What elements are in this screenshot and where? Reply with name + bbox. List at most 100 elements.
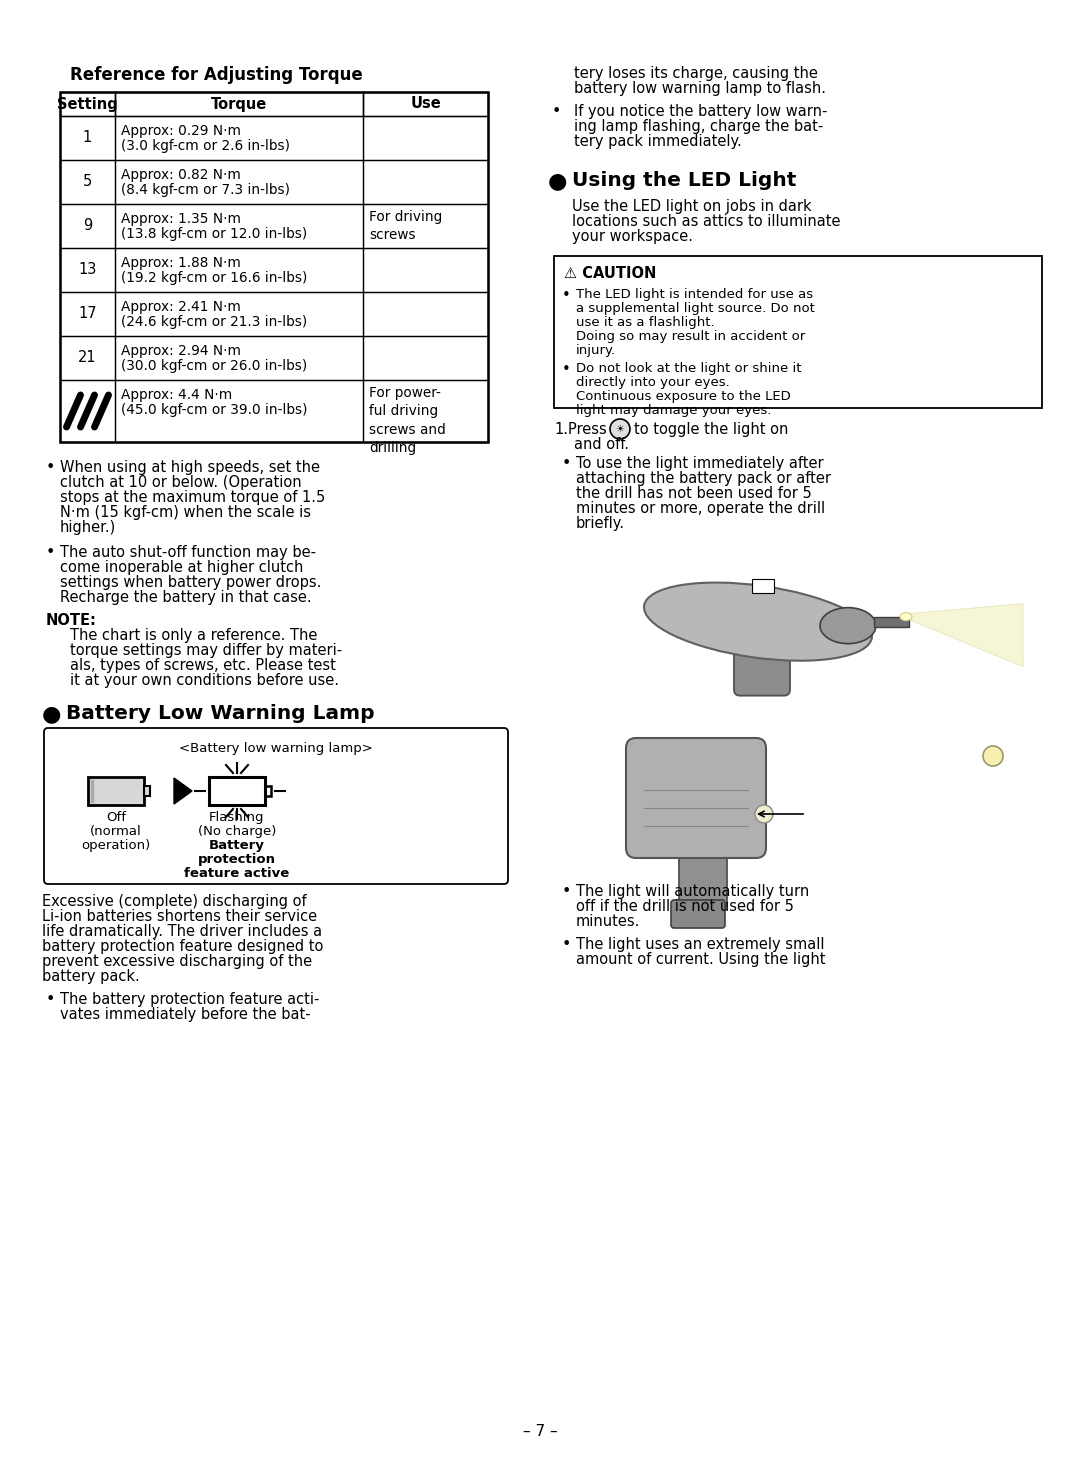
Text: 17: 17 [78,306,97,322]
Text: ⚠ CAUTION: ⚠ CAUTION [564,266,657,281]
Text: (13.8 kgf-cm or 12.0 in-lbs): (13.8 kgf-cm or 12.0 in-lbs) [121,227,307,242]
Text: Torque: Torque [211,97,267,111]
Text: ●: ● [42,704,62,725]
Text: For power-
ful driving
screws and
drilling: For power- ful driving screws and drilli… [369,386,446,455]
Text: life dramatically. The driver includes a: life dramatically. The driver includes a [42,924,322,938]
FancyBboxPatch shape [626,738,766,858]
Text: •: • [562,362,570,378]
Bar [363,92,488,116]
Bar [144,786,150,796]
Bar [114,116,363,160]
Text: Flashing: Flashing [210,811,265,824]
Text: Approx: 2.41 N·m: Approx: 2.41 N·m [121,300,241,313]
Polygon shape [174,777,192,804]
Text: (8.4 kgf-cm or 7.3 in-lbs): (8.4 kgf-cm or 7.3 in-lbs) [121,183,291,198]
Text: 9: 9 [83,218,92,233]
Text: ing lamp flashing, charge the bat-: ing lamp flashing, charge the bat- [573,119,823,135]
Text: battery protection feature designed to: battery protection feature designed to [42,938,323,955]
Bar [114,203,363,247]
Bar [363,291,488,337]
Text: your workspace.: your workspace. [572,228,693,244]
Text: locations such as attics to illuminate: locations such as attics to illuminate [572,214,840,228]
Text: •: • [562,884,571,899]
Text: Use: Use [410,97,441,111]
Bar [60,160,114,203]
Bar [60,203,114,247]
Text: To use the light immediately after: To use the light immediately after [576,455,824,471]
Text: Li-ion batteries shortens their service: Li-ion batteries shortens their service [42,909,318,924]
Text: minutes or more, operate the drill: minutes or more, operate the drill [576,501,825,515]
Polygon shape [909,603,1023,666]
Text: Continuous exposure to the LED: Continuous exposure to the LED [576,389,791,403]
Text: torque settings may differ by materi-: torque settings may differ by materi- [70,643,342,657]
Text: vates immediately before the bat-: vates immediately before the bat- [60,1007,311,1022]
Text: (normal: (normal [90,826,141,837]
Text: •: • [46,993,55,1007]
Text: tery loses its charge, causing the: tery loses its charge, causing the [573,66,818,81]
Text: NOTE:: NOTE: [46,613,97,628]
Ellipse shape [644,583,872,660]
Text: The light uses an extremely small: The light uses an extremely small [576,937,824,952]
Text: Off: Off [106,811,126,824]
Text: The LED light is intended for use as: The LED light is intended for use as [576,288,813,302]
FancyBboxPatch shape [734,628,789,695]
Text: •: • [562,937,571,952]
Ellipse shape [900,612,912,621]
Text: Using the LED Light: Using the LED Light [572,171,796,190]
Bar [114,247,363,291]
Text: to toggle the light on: to toggle the light on [634,422,788,436]
Bar [87,777,144,805]
Text: <Battery low warning lamp>: <Battery low warning lamp> [179,742,373,755]
Text: When using at high speeds, set the: When using at high speeds, set the [60,460,320,474]
Text: Do not look at the light or shine it: Do not look at the light or shine it [576,362,801,375]
Text: the drill has not been used for 5: the drill has not been used for 5 [576,486,812,501]
Circle shape [610,419,630,439]
Bar [60,92,488,442]
Circle shape [983,747,1003,766]
Text: Approx: 1.35 N·m: Approx: 1.35 N·m [121,212,241,225]
Text: Battery: Battery [210,839,265,852]
Bar [114,337,363,381]
Bar [363,337,488,381]
Text: •: • [552,104,562,119]
Bar [60,337,114,381]
Text: Reference for Adjusting Torque: Reference for Adjusting Torque [70,66,363,83]
Text: als, types of screws, etc. Please test: als, types of screws, etc. Please test [70,657,336,673]
Bar [363,203,488,247]
Text: (30.0 kgf-cm or 26.0 in-lbs): (30.0 kgf-cm or 26.0 in-lbs) [121,359,307,373]
Bar [60,116,114,160]
Text: (3.0 kgf-cm or 2.6 in-lbs): (3.0 kgf-cm or 2.6 in-lbs) [121,139,291,154]
Bar [874,616,909,627]
Text: battery pack.: battery pack. [42,969,139,984]
FancyBboxPatch shape [671,900,725,928]
Text: operation): operation) [81,839,150,852]
Bar [363,247,488,291]
Text: amount of current. Using the light: amount of current. Using the light [576,952,825,968]
Text: 1: 1 [83,130,92,145]
Text: Approx: 4.4 N·m: Approx: 4.4 N·m [121,388,232,403]
Text: battery low warning lamp to flash.: battery low warning lamp to flash. [573,81,826,97]
Text: The auto shut-off function may be-: The auto shut-off function may be- [60,545,316,561]
Text: off if the drill is not used for 5: off if the drill is not used for 5 [576,899,794,914]
Bar [60,247,114,291]
Text: briefly.: briefly. [576,515,625,531]
Text: Approx: 0.82 N·m: Approx: 0.82 N·m [121,168,241,182]
Bar [363,381,488,442]
Text: (19.2 kgf-cm or 16.6 in-lbs): (19.2 kgf-cm or 16.6 in-lbs) [121,271,308,285]
Text: Battery Low Warning Lamp: Battery Low Warning Lamp [66,704,375,723]
Text: The light will automatically turn: The light will automatically turn [576,884,809,899]
Text: light may damage your eyes.: light may damage your eyes. [576,404,771,417]
Bar [60,92,114,116]
Ellipse shape [820,608,876,644]
Text: minutes.: minutes. [576,914,640,930]
Text: (24.6 kgf-cm or 21.3 in-lbs): (24.6 kgf-cm or 21.3 in-lbs) [121,315,307,329]
Text: •: • [562,288,570,303]
Text: Recharge the battery in that case.: Recharge the battery in that case. [60,590,312,605]
Bar [60,291,114,337]
Circle shape [755,805,773,823]
Text: •: • [562,455,571,471]
Text: Excessive (complete) discharging of: Excessive (complete) discharging of [42,895,307,909]
Bar [363,160,488,203]
Text: protection: protection [198,854,276,867]
Text: clutch at 10 or below. (Operation: clutch at 10 or below. (Operation [60,474,301,490]
